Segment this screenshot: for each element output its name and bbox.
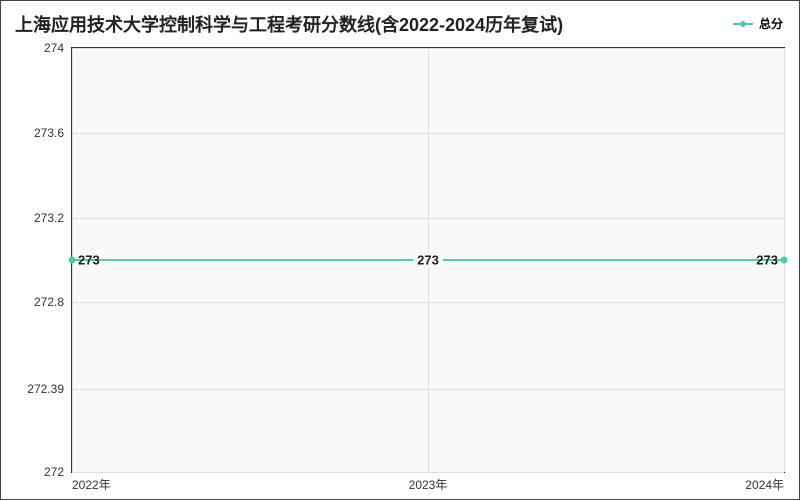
y-tick-label: 274 — [44, 41, 72, 55]
plot-area: 274 273.6 273.2 272.8 272.39 272 2022年 2… — [71, 47, 785, 473]
grid-v — [72, 48, 73, 472]
point-label: 273 — [756, 253, 778, 268]
point-label: 273 — [78, 253, 100, 268]
y-tick-label: 272 — [44, 465, 72, 479]
y-tick-label: 273.2 — [34, 211, 72, 225]
legend-label: 总分 — [759, 15, 783, 32]
y-tick-label: 272.39 — [27, 382, 72, 396]
x-tick-label: 2024年 — [745, 472, 784, 493]
grid-v — [784, 48, 785, 472]
legend-dot — [740, 21, 746, 27]
grid-v — [428, 48, 429, 472]
y-tick-label: 272.8 — [34, 295, 72, 309]
x-tick-label: 2022年 — [72, 472, 111, 493]
chart-container: 上海应用技术大学控制科学与工程考研分数线(含2022-2024历年复试) 总分 … — [0, 0, 800, 500]
x-tick-label: 2023年 — [409, 472, 448, 493]
chart-title: 上海应用技术大学控制科学与工程考研分数线(含2022-2024历年复试) — [15, 11, 563, 37]
y-tick-label: 273.6 — [34, 126, 72, 140]
legend-swatch — [733, 23, 753, 25]
legend: 总分 — [733, 15, 783, 32]
